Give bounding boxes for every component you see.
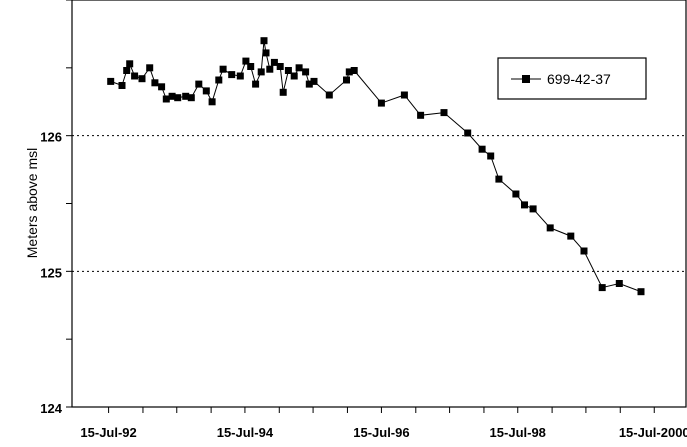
x-tick-label: 15-Jul-94	[217, 425, 274, 440]
y-axis-title: Meters above msl	[24, 148, 40, 258]
y-tick-label: 124	[40, 401, 62, 416]
y-tick-label: 126	[40, 130, 62, 145]
data-point	[598, 284, 606, 292]
data-point	[208, 98, 216, 106]
x-tick-label: 15-Jul-98	[490, 425, 546, 440]
data-point	[195, 80, 203, 88]
data-point	[138, 75, 146, 83]
data-point	[123, 67, 131, 74]
data-point	[146, 64, 154, 72]
data-point	[252, 80, 260, 88]
legend-marker	[522, 75, 530, 83]
data-point	[345, 68, 353, 76]
data-point	[546, 224, 554, 232]
data-point	[151, 79, 159, 87]
data-point	[257, 68, 265, 76]
data-point	[279, 88, 287, 96]
data-point	[529, 205, 537, 213]
x-tick-label: 15-Jul-2000	[619, 425, 687, 440]
x-tick-label: 15-Jul-96	[353, 425, 409, 440]
data-point	[521, 201, 528, 209]
data-point	[637, 288, 645, 296]
data-point	[262, 49, 270, 57]
data-point	[615, 280, 623, 287]
y-axis: 124 125 126	[40, 0, 72, 416]
data-point	[247, 63, 255, 70]
data-point	[478, 145, 486, 153]
data-point	[118, 82, 126, 89]
data-point	[284, 67, 292, 74]
data-point	[295, 64, 303, 72]
data-point	[302, 68, 310, 76]
data-point	[228, 71, 236, 79]
data-point	[168, 92, 176, 100]
data-point	[236, 72, 244, 80]
data-point	[350, 67, 358, 74]
data-point	[290, 72, 298, 80]
data-point	[107, 77, 115, 85]
data-point	[567, 232, 575, 240]
data-point	[310, 77, 318, 85]
data-point	[162, 95, 170, 103]
grid-lines	[72, 135, 686, 272]
data-point	[440, 109, 448, 117]
data-point	[202, 87, 210, 95]
data-point	[182, 92, 190, 100]
data-point	[276, 63, 284, 70]
data-point	[487, 152, 495, 160]
data-point	[417, 111, 425, 119]
data-point	[242, 57, 250, 65]
data-point	[400, 91, 408, 99]
data-point	[126, 60, 134, 68]
data-point	[270, 58, 278, 66]
data-point	[377, 99, 385, 107]
data-point	[215, 76, 223, 84]
data-point	[219, 65, 227, 73]
series-699-42-37	[107, 37, 645, 296]
data-point	[305, 80, 313, 88]
legend-label: 699-42-37	[547, 71, 611, 87]
data-point	[187, 94, 195, 102]
data-point	[343, 76, 350, 84]
data-point	[325, 91, 333, 99]
data-point	[158, 83, 166, 91]
data-point	[260, 37, 268, 45]
legend: 699-42-37	[497, 57, 647, 100]
data-point	[495, 175, 503, 183]
x-tick-label: 15-Jul-92	[80, 425, 136, 440]
x-axis: 15-Jul-92 15-Jul-94 15-Jul-96 15-Jul-98 15-J…	[80, 407, 687, 440]
data-point	[512, 190, 520, 198]
data-point	[174, 94, 182, 102]
data-point	[464, 129, 472, 137]
y-tick-label: 125	[40, 265, 62, 280]
data-point	[131, 72, 139, 80]
data-point	[580, 247, 588, 255]
data-point	[266, 65, 274, 73]
